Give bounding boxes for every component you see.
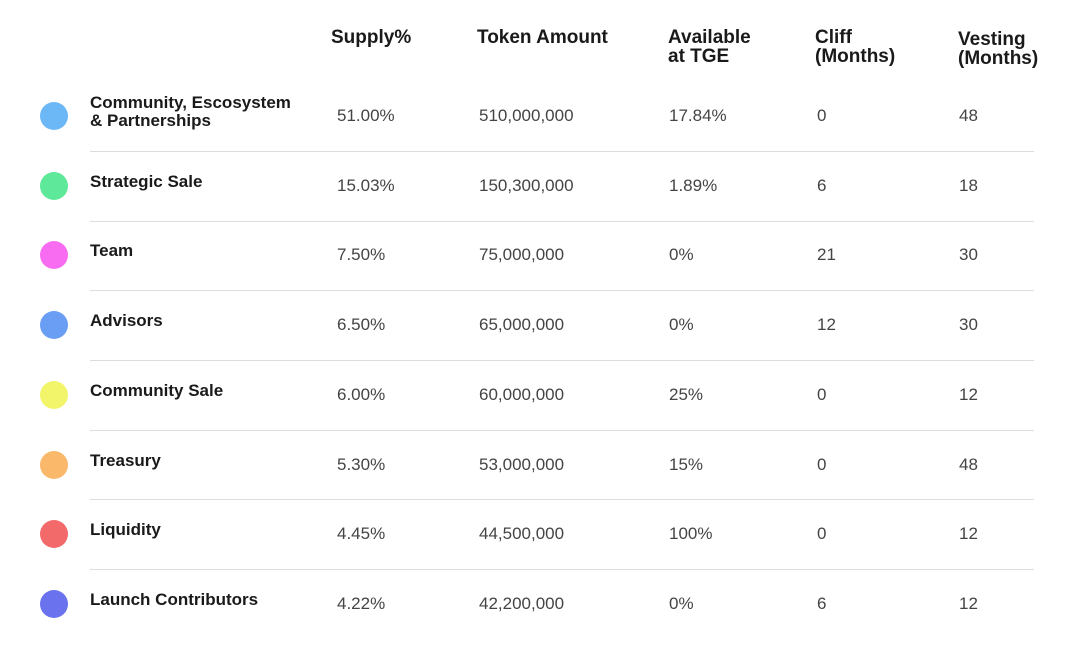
category-dot	[40, 450, 68, 479]
cell-value: 51.00%	[337, 106, 395, 125]
column-header: Cliff (Months)	[815, 27, 896, 67]
category-dot	[40, 311, 68, 340]
row-label: Strategic Sale	[90, 171, 203, 191]
row-label: Team	[90, 241, 134, 261]
cell-value: 5.30%	[337, 454, 386, 474]
cell-value: 12	[959, 524, 978, 544]
cell-value: 0	[817, 524, 827, 544]
cell-value: 0	[817, 384, 827, 404]
cell-value: 15%	[669, 454, 704, 474]
cell-value: 4.22%	[337, 593, 386, 613]
cell-value: 30	[959, 245, 978, 265]
cell-value: 0	[817, 106, 827, 125]
cell-value: 12	[959, 593, 978, 613]
cell-value: 510,000,000	[479, 106, 574, 125]
cell-value: 7.50%	[337, 245, 386, 265]
row-divider	[90, 499, 1034, 500]
cell-value: 150,300,000	[479, 175, 574, 195]
cell-value: 4.45%	[337, 524, 386, 544]
category-dot	[40, 102, 68, 130]
cell-value: 0%	[669, 593, 694, 613]
category-dot	[40, 520, 68, 549]
row-divider	[90, 430, 1034, 431]
row-divider	[90, 290, 1034, 291]
category-dot	[40, 241, 68, 270]
row-label: Community Sale	[90, 380, 224, 400]
cell-value: 17.84%	[669, 106, 727, 125]
cell-value: 0	[817, 454, 827, 474]
cell-value: 75,000,000	[479, 245, 565, 265]
cell-value: 6	[817, 175, 827, 195]
cell-value: 15.03%	[337, 175, 395, 195]
cell-value: 100%	[669, 524, 713, 544]
cell-value: 21	[817, 245, 836, 265]
column-header: Vesting (Months)	[958, 29, 1039, 69]
row-label: Liquidity	[90, 520, 161, 540]
row-divider	[90, 360, 1034, 361]
column-header: Available at TGE	[668, 27, 751, 67]
row-divider	[90, 151, 1034, 152]
cell-value: 12	[959, 384, 978, 404]
row-label: Community, Escosystem & Partnerships	[90, 93, 291, 130]
cell-value: 18	[959, 175, 978, 195]
category-dot	[40, 589, 68, 618]
cell-value: 6.00%	[337, 384, 386, 404]
column-header: Token Amount	[477, 27, 608, 48]
cell-value: 12	[817, 315, 836, 335]
cell-value: 6	[817, 593, 827, 613]
category-dot	[40, 171, 68, 200]
cell-value: 25%	[669, 384, 704, 404]
row-divider	[90, 221, 1034, 222]
row-label: Launch Contributors	[90, 589, 259, 609]
cell-value: 42,200,000	[479, 593, 565, 613]
cell-value: 60,000,000	[479, 384, 565, 404]
row-label: Treasury	[90, 450, 161, 470]
category-dot	[40, 380, 68, 409]
cell-value: 65,000,000	[479, 315, 565, 335]
cell-value: 48	[959, 106, 978, 125]
column-header: Supply%	[331, 27, 412, 48]
row-divider	[90, 569, 1034, 570]
cell-value: 0%	[669, 245, 694, 265]
cell-value: 0%	[669, 315, 694, 335]
cell-value: 44,500,000	[479, 524, 565, 544]
cell-value: 1.89%	[669, 175, 718, 195]
cell-value: 6.50%	[337, 315, 386, 335]
cell-value: 30	[959, 315, 978, 335]
cell-value: 48	[959, 454, 978, 474]
cell-value: 53,000,000	[479, 454, 565, 474]
row-label: Advisors	[90, 311, 163, 331]
